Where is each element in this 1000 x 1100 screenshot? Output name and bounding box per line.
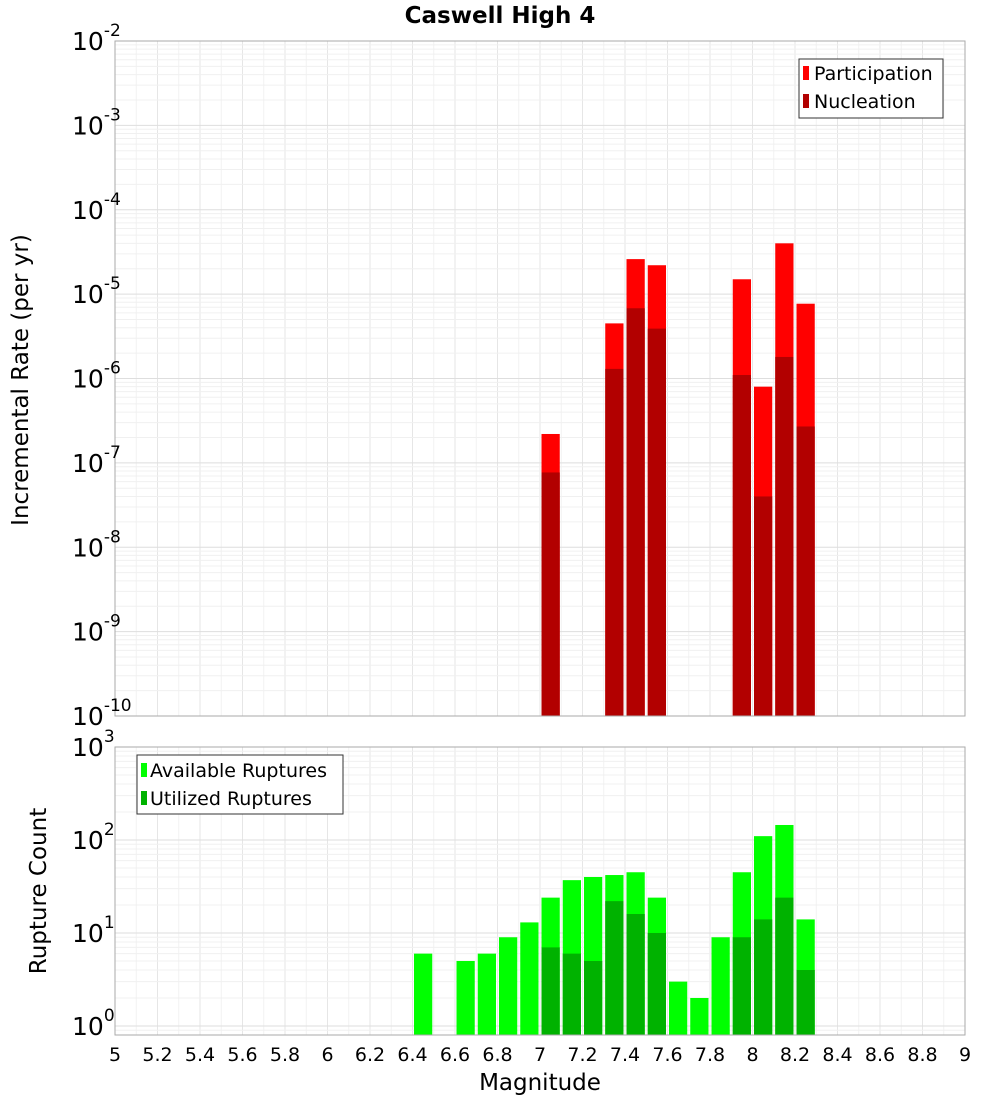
- bottom-bar-available-ruptures: [477, 953, 496, 1035]
- bottom-bar-utilized-ruptures: [605, 901, 624, 1035]
- x-tick-label: 5.2: [142, 1044, 172, 1066]
- top-bars: [541, 243, 815, 717]
- bottom-bar-utilized-ruptures: [796, 969, 815, 1035]
- x-tick-label: 6.8: [482, 1044, 512, 1066]
- bottom-bar-utilized-ruptures: [584, 960, 603, 1035]
- top-bar-nucleation: [647, 328, 666, 716]
- top-y-tick-label: 10-5: [72, 274, 121, 309]
- bottom-bar-available-ruptures: [690, 997, 709, 1035]
- legend-swatch-participation: [803, 66, 809, 80]
- legend-swatch-available: [141, 763, 147, 777]
- x-tick-label: 8.6: [865, 1044, 895, 1066]
- x-tick-label: 7: [534, 1044, 546, 1066]
- x-tick-label: 6.4: [397, 1044, 427, 1066]
- top-y-tick-label: 10-9: [72, 612, 121, 647]
- x-axis-label: Magnitude: [479, 1070, 601, 1096]
- legend-label-available: Available Ruptures: [150, 760, 327, 782]
- top-plot-border: [114, 40, 966, 717]
- bottom-bar-utilized-ruptures: [732, 937, 751, 1035]
- bottom-bar-available-ruptures: [711, 937, 730, 1035]
- bottom-y-tick-labels: 100 101 102 103: [72, 727, 115, 1041]
- legend-swatch-utilized: [141, 791, 147, 805]
- legend-label-utilized: Utilized Ruptures: [150, 788, 312, 810]
- top-bar-nucleation: [626, 308, 645, 716]
- top-y-tick-label: 10-3: [72, 105, 121, 140]
- top-y-axis-label: Incremental Rate (per yr): [8, 234, 34, 526]
- x-tick-label: 8.2: [780, 1044, 810, 1066]
- x-tick-label: 7.2: [567, 1044, 597, 1066]
- bottom-bar-utilized-ruptures: [647, 932, 666, 1035]
- chart-title: Caswell High 4: [405, 3, 596, 29]
- x-tick-label: 8.4: [822, 1044, 852, 1066]
- bottom-bar-available-ruptures: [456, 960, 475, 1035]
- top-bar-nucleation: [732, 375, 751, 716]
- bottom-bar-utilized-ruptures: [754, 919, 773, 1035]
- top-y-tick-label: 10-4: [72, 190, 121, 225]
- top-grid: [114, 41, 966, 717]
- x-tick-label: 6.6: [440, 1044, 470, 1066]
- top-panel: 10-10 10-9 10-8 10-7 10-6 10-5 10-4 10-3 10-2 In…: [8, 21, 966, 731]
- x-tick-label: 6: [321, 1044, 333, 1066]
- bottom-y-tick-label: 103: [72, 727, 115, 762]
- bottom-bar-available-ruptures: [520, 922, 539, 1035]
- bottom-legend-box: [136, 754, 344, 815]
- x-tick-label: 5: [109, 1044, 121, 1066]
- x-tick-label: 8: [746, 1044, 758, 1066]
- x-tick-label: 6.2: [355, 1044, 385, 1066]
- x-tick-label: 5.4: [185, 1044, 215, 1066]
- top-bar-nucleation: [796, 426, 815, 716]
- top-y-tick-label: 10-10: [72, 696, 132, 731]
- x-tick-label: 9: [959, 1044, 971, 1066]
- bottom-bar-utilized-ruptures: [775, 897, 794, 1035]
- x-tick-label: 7.8: [695, 1044, 725, 1066]
- bottom-y-tick-label: 101: [72, 913, 115, 948]
- bottom-bars: [414, 824, 815, 1035]
- bottom-y-tick-label: 102: [72, 820, 115, 855]
- bottom-bar-utilized-ruptures: [562, 953, 581, 1035]
- top-legend: Participation Nucleation: [798, 58, 944, 119]
- bottom-bar-available-ruptures: [414, 953, 433, 1035]
- bottom-bar-utilized-ruptures: [626, 914, 645, 1035]
- bottom-y-axis-label: Rupture Count: [26, 808, 52, 974]
- top-y-tick-label: 10-7: [72, 443, 121, 478]
- legend-label-participation: Participation: [814, 63, 933, 85]
- legend-label-nucleation: Nucleation: [814, 91, 916, 113]
- top-y-tick-labels: 10-10 10-9 10-8 10-7 10-6 10-5 10-4 10-3 10-2: [72, 21, 132, 731]
- bottom-bar-available-ruptures: [499, 937, 518, 1035]
- x-tick-label: 5.8: [270, 1044, 300, 1066]
- legend-swatch-nucleation: [803, 94, 809, 108]
- top-y-tick-label: 10-8: [72, 527, 121, 562]
- bottom-legend: Available Ruptures Utilized Ruptures: [136, 754, 344, 815]
- bottom-plot-border: [114, 746, 966, 1036]
- x-tick-label: 5.6: [227, 1044, 257, 1066]
- bottom-y-tick-label: 100: [72, 1006, 115, 1041]
- x-tick-label: 7.6: [652, 1044, 682, 1066]
- top-bar-nucleation: [754, 496, 773, 716]
- top-bar-nucleation: [775, 356, 794, 716]
- top-bar-nucleation: [605, 368, 624, 716]
- top-y-tick-label: 10-6: [72, 359, 121, 394]
- x-tick-labels: 5 5.2 5.4 5.6 5.8 6 6.2 6.4 6.6 6.8 7 7.2 7.4 7.6 7.8 8…: [109, 1044, 971, 1066]
- top-legend-box: [798, 58, 944, 119]
- bottom-bar-available-ruptures: [669, 981, 688, 1035]
- x-tick-label: 8.8: [907, 1044, 937, 1066]
- top-bar-nucleation: [541, 472, 560, 716]
- bottom-bar-utilized-ruptures: [541, 947, 560, 1035]
- bottom-panel: 100 101 102 103 5 5.2 5.4 5.6 5.8 6 6.2 6.4 6.6 6.8 7…: [26, 727, 971, 1096]
- top-y-tick-label: 10-2: [72, 21, 121, 56]
- x-tick-label: 7.4: [610, 1044, 640, 1066]
